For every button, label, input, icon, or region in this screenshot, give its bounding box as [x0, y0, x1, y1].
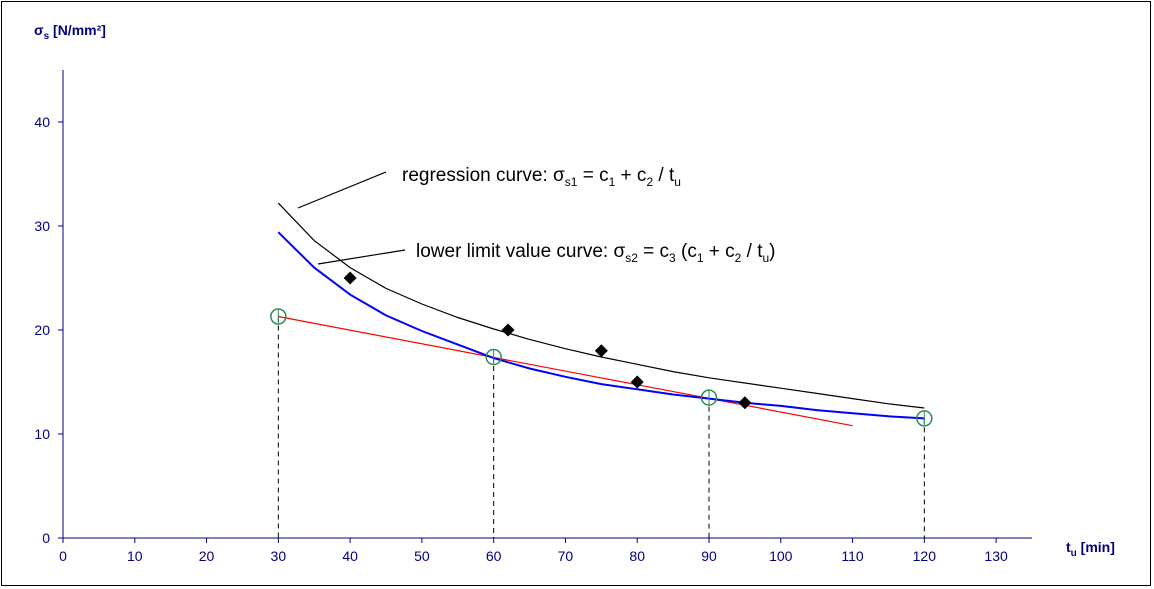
lower-limit-leader-line	[317, 249, 406, 265]
x-tick-label: 10	[127, 548, 143, 564]
lower-limit-curve-line	[277, 231, 925, 420]
y-tick-label: 20	[34, 322, 50, 338]
x-tick-label: 40	[342, 548, 358, 564]
regression-annotation: regression curve: σs1 = c1 + c2 / tu	[402, 165, 681, 189]
diamond-marker	[343, 271, 357, 285]
y-tick-label: 0	[42, 530, 50, 546]
x-tick-label: 30	[271, 548, 287, 564]
y-tick-label: 10	[34, 426, 50, 442]
x-tick-label: 130	[984, 548, 1008, 564]
x-tick-label: 90	[701, 548, 717, 564]
diamond-marker	[630, 375, 644, 389]
linear-fit-line	[278, 315, 853, 427]
regression-curve-line	[277, 202, 925, 409]
x-tick-label: 20	[199, 548, 215, 564]
regression-leader-line	[297, 171, 387, 209]
y-axis-title: σs [N/mm²]	[34, 22, 106, 42]
y-tick-label: 30	[34, 218, 50, 234]
x-tick-label: 70	[558, 548, 574, 564]
x-tick-label: 50	[414, 548, 430, 564]
x-tick-label: 100	[769, 548, 793, 564]
diamond-marker	[501, 323, 515, 337]
x-tick-label: 0	[59, 548, 67, 564]
x-tick-label: 80	[629, 548, 645, 564]
diamond-marker	[594, 344, 608, 358]
y-tick-label: 40	[34, 114, 50, 130]
x-tick-label: 120	[913, 548, 937, 564]
x-tick-label: 110	[841, 548, 864, 564]
x-axis-title: tu [min]	[1066, 539, 1115, 559]
x-tick-label: 60	[486, 548, 502, 564]
diamond-marker	[738, 396, 752, 410]
lower-limit-annotation: lower limit value curve: σs2 = c3 (c1 + …	[416, 241, 776, 265]
plot-area: 0 10 20 30 40 0 10 20 30 40 50 60 70 80 90 100 110 120 130	[34, 70, 1032, 564]
